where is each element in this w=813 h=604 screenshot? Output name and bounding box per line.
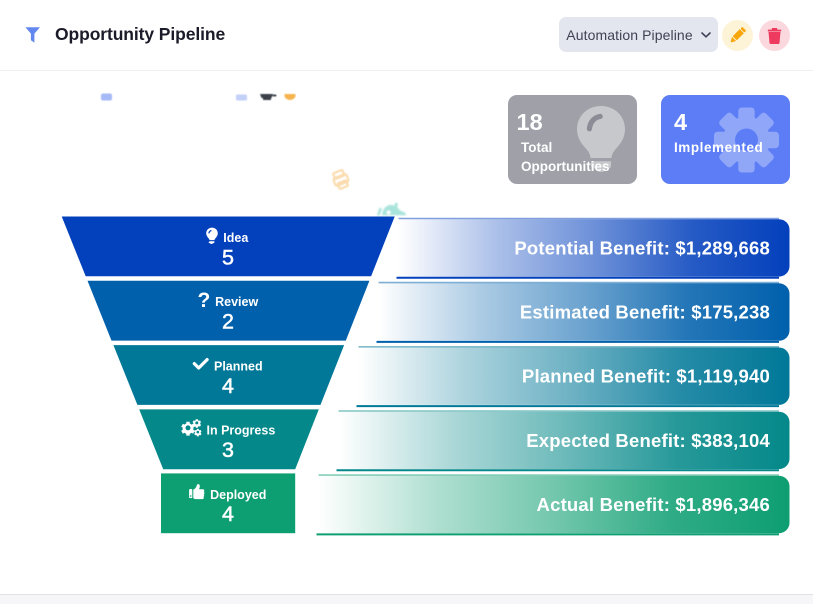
- svg-text:4: 4: [222, 502, 234, 526]
- svg-text:3: 3: [222, 438, 234, 462]
- svg-text:In Progress: In Progress: [207, 424, 276, 438]
- svg-text:4: 4: [222, 374, 234, 398]
- svg-text:Review: Review: [215, 295, 258, 309]
- svg-text:Idea: Idea: [223, 231, 249, 245]
- svg-text:Potential Benefit: $1,289,668: Potential Benefit: $1,289,668: [514, 237, 770, 258]
- svg-text:Actual Benefit: $1,896,346: Actual Benefit: $1,896,346: [537, 494, 770, 515]
- svg-text:Estimated Benefit: $175,238: Estimated Benefit: $175,238: [520, 301, 770, 322]
- svg-text:Planned: Planned: [214, 359, 263, 373]
- svg-text:5: 5: [222, 245, 234, 269]
- svg-text:Expected Benefit: $383,104: Expected Benefit: $383,104: [526, 430, 770, 451]
- svg-text:?: ?: [197, 289, 210, 312]
- svg-text:Deployed: Deployed: [210, 488, 266, 502]
- svg-text:2: 2: [222, 310, 234, 334]
- svg-text:Planned Benefit: $1,119,940: Planned Benefit: $1,119,940: [522, 366, 770, 387]
